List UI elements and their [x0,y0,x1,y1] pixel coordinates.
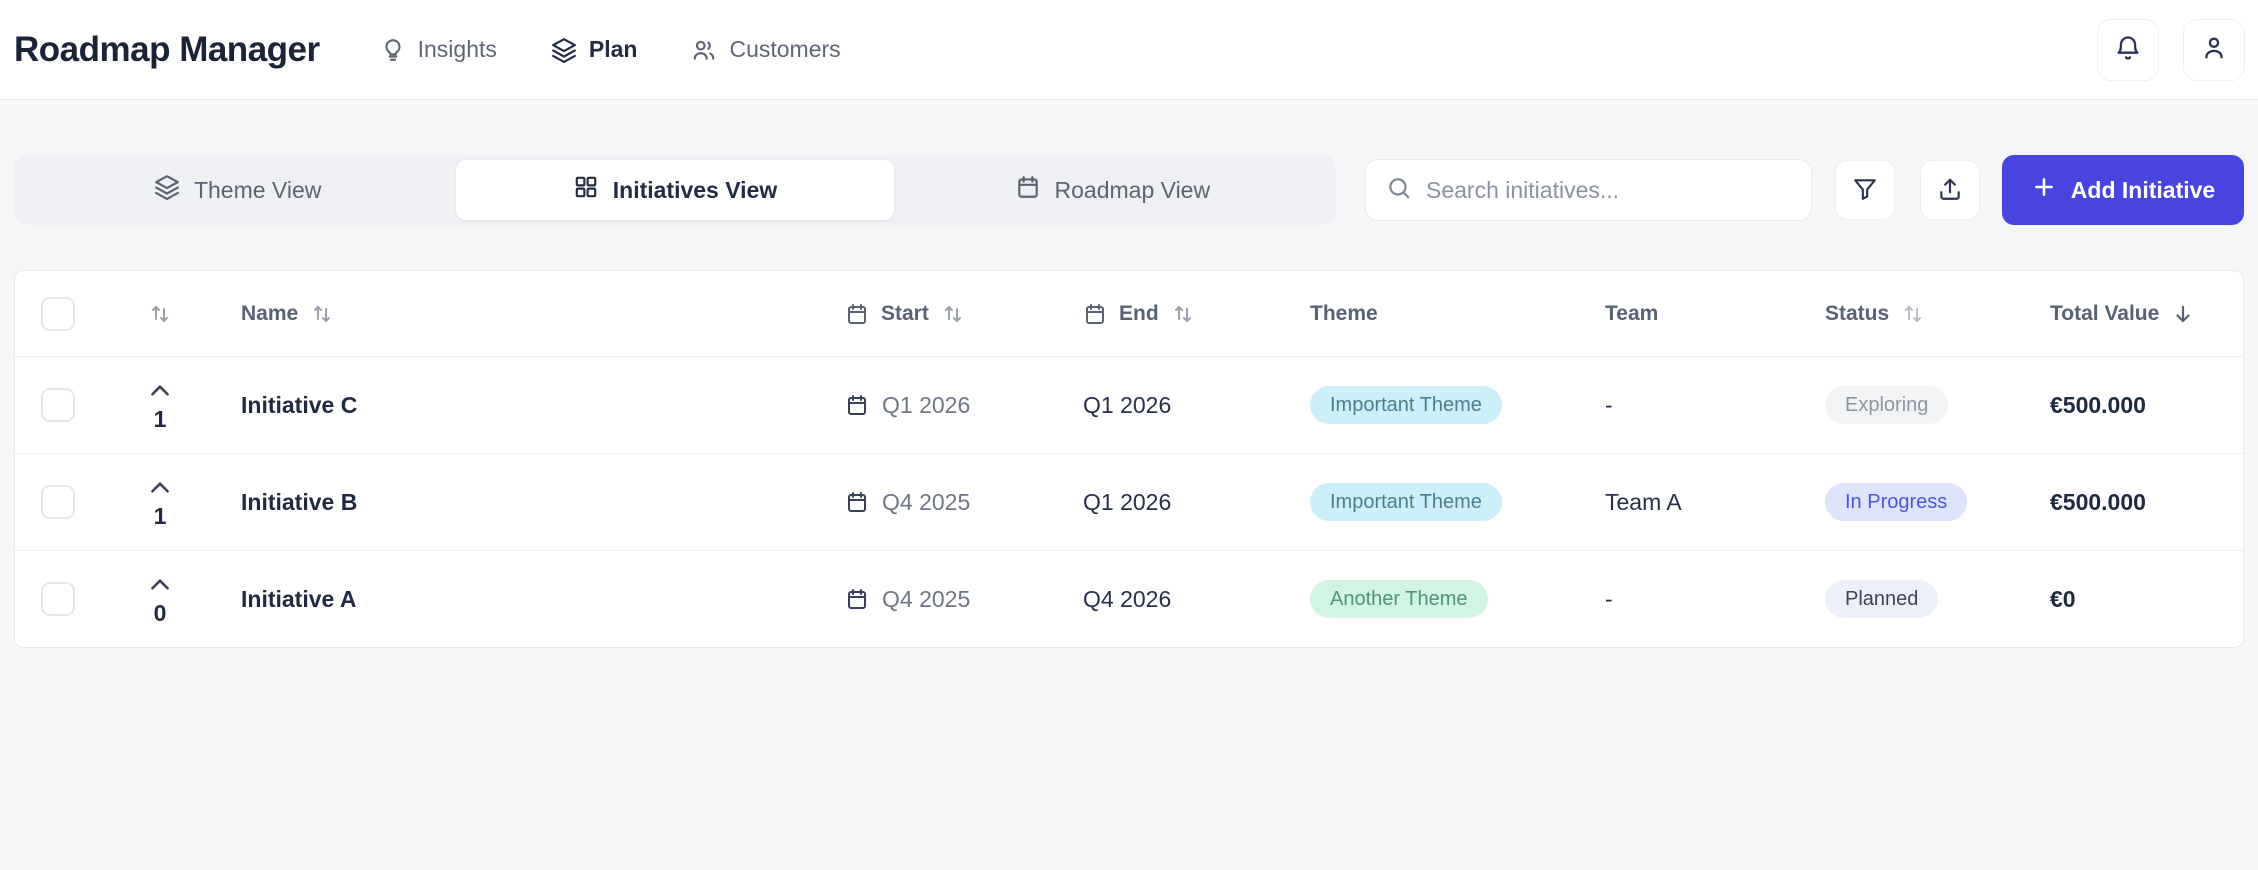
sort-icon [1901,302,1925,326]
search-input[interactable] [1426,176,1791,204]
bell-icon [2114,34,2142,65]
grid-icon [573,174,599,206]
notifications-button[interactable] [2097,18,2159,81]
initiative-name: Initiative B [241,488,358,515]
table-row[interactable]: 1 Initiative B Q4 2025 Q1 2026 Important… [15,453,2243,550]
end-date: Q4 2026 [1083,585,1172,612]
vote-count: 0 [153,599,167,626]
vote-count: 1 [153,502,167,529]
view-toolbar: Theme View Initiatives View Roadmap View… [14,155,2244,225]
start-date: Q1 2026 [882,391,971,418]
sort-icon [310,302,334,326]
search-box [1365,159,1812,221]
users-icon [691,37,717,63]
column-header-end[interactable]: End [1083,302,1195,326]
table-row[interactable]: 1 Initiative C Q1 2026 Q1 2026 Important… [15,356,2243,453]
column-header-start[interactable]: Start [845,302,965,326]
main-nav: Insights Plan Customers [380,36,841,63]
search-icon [1386,175,1412,206]
add-initiative-label: Add Initiative [2070,176,2216,203]
tab-label: Roadmap View [1054,176,1211,203]
team-value: - [1605,391,1613,418]
tab-theme-view[interactable]: Theme View [19,160,456,220]
calendar-icon [845,393,869,417]
column-header-team: Team [1605,301,1659,325]
total-value: €0 [2050,585,2076,612]
app-title: Roadmap Manager [14,29,320,69]
row-checkbox[interactable] [41,582,75,616]
calendar-icon [1015,174,1041,206]
funnel-icon [1852,176,1878,205]
team-value: Team A [1605,488,1682,515]
upvote-icon[interactable] [147,378,173,404]
tab-label: Initiatives View [612,176,778,203]
status-badge: Exploring [1825,386,1949,424]
upvote-icon[interactable] [147,475,173,501]
lightbulb-icon [380,37,406,63]
calendar-icon [845,302,869,326]
view-tabs: Theme View Initiatives View Roadmap View [14,155,1336,225]
table-row[interactable]: 0 Initiative A Q4 2025 Q4 2026 Another T… [15,550,2243,647]
tab-roadmap-view[interactable]: Roadmap View [894,160,1331,220]
column-header-total-value[interactable]: Total Value [2050,302,2195,326]
status-badge: Planned [1825,580,1939,618]
plus-icon [2031,174,2057,206]
table-header-row: Name Start End Theme [15,271,2243,356]
layers-icon [551,37,577,63]
initiative-name: Initiative A [241,585,357,612]
layers-icon [154,174,180,206]
end-date: Q1 2026 [1083,488,1172,515]
theme-badge: Another Theme [1310,580,1488,618]
initiatives-table: Name Start End Theme [14,270,2244,648]
top-bar: Roadmap Manager Insights Plan Customers [0,0,2258,100]
total-value: €500.000 [2050,488,2146,515]
user-icon [2200,34,2228,65]
nav-item-customers[interactable]: Customers [691,36,841,63]
calendar-icon [845,490,869,514]
initiative-name: Initiative C [241,391,358,418]
votes-sort-icon[interactable] [148,302,172,326]
filter-button[interactable] [1835,160,1895,220]
sort-icon [941,302,965,326]
nav-item-insights[interactable]: Insights [380,36,497,63]
column-header-name[interactable]: Name [241,302,334,326]
add-initiative-button[interactable]: Add Initiative [2002,155,2244,225]
nav-label: Insights [417,36,497,62]
upvote-icon[interactable] [147,572,173,598]
sort-desc-icon [2171,302,2195,326]
theme-badge: Important Theme [1310,386,1502,424]
account-button[interactable] [2183,18,2245,81]
column-header-theme: Theme [1310,301,1378,325]
nav-label: Customers [729,36,841,62]
calendar-icon [1083,302,1107,326]
vote-count: 1 [153,405,167,432]
theme-badge: Important Theme [1310,483,1502,521]
tab-initiatives-view[interactable]: Initiatives View [456,160,894,220]
nav-item-plan[interactable]: Plan [551,36,638,63]
calendar-icon [845,587,869,611]
end-date: Q1 2026 [1083,391,1172,418]
team-value: - [1605,585,1613,612]
total-value: €500.000 [2050,391,2146,418]
nav-label: Plan [588,36,638,62]
export-button[interactable] [1920,160,1980,220]
start-date: Q4 2025 [882,585,971,612]
column-header-status[interactable]: Status [1825,302,1925,326]
status-badge: In Progress [1825,483,1968,521]
tab-label: Theme View [193,176,322,203]
start-date: Q4 2025 [882,488,971,515]
sort-icon [1171,302,1195,326]
select-all-checkbox[interactable] [41,296,75,331]
row-checkbox[interactable] [41,485,75,519]
row-checkbox[interactable] [41,388,75,422]
upload-icon [1937,176,1963,205]
